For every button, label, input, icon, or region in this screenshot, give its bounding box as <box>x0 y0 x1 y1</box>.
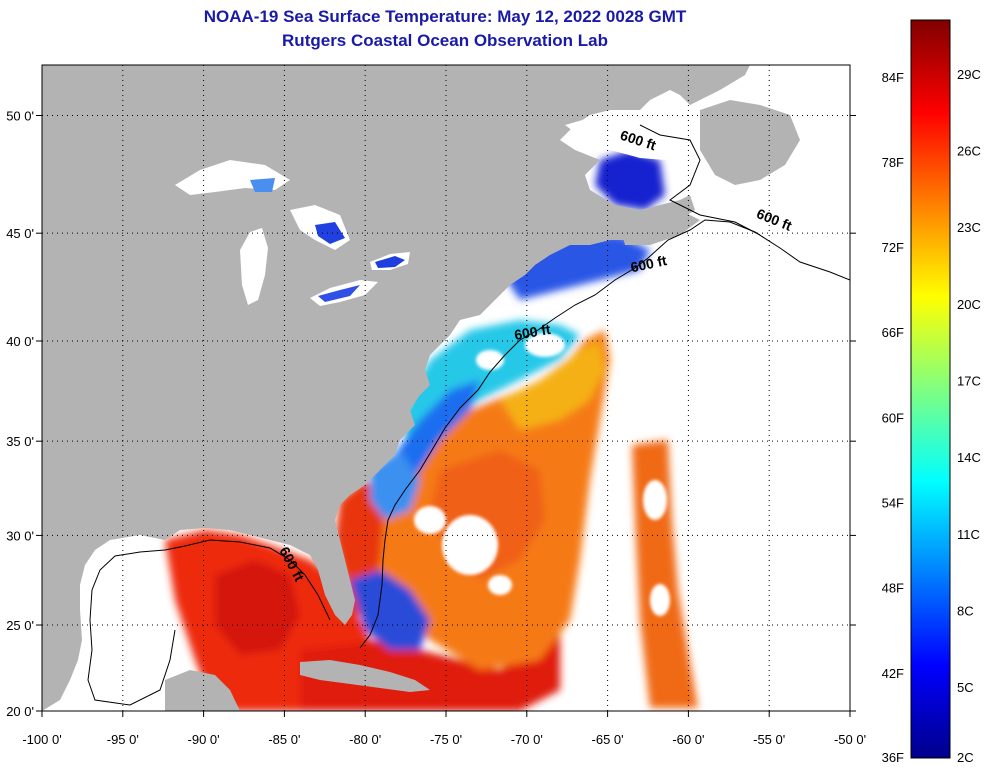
cloud-gap <box>476 350 504 370</box>
colorbar-f-label: 60F <box>882 410 904 425</box>
lon-tick-label: -90 0' <box>188 732 220 747</box>
bathymetry-600ft-contour <box>87 124 850 706</box>
colorbar-c-label: 20C <box>957 297 981 312</box>
lon-axis: -100 0' -95 0' -90 0' -85 0' -80 0' -75 0' -70… <box>22 711 866 747</box>
cloud-gap <box>488 575 512 595</box>
sst-st-lawrence-blue <box>595 150 665 210</box>
colorbar-f-label: 48F <box>882 581 904 596</box>
contour-label: 600 ft <box>629 252 668 275</box>
map-title: NOAA-19 Sea Surface Temperature: May 12,… <box>203 7 687 26</box>
cloud-gap <box>414 506 446 534</box>
lon-tick-label: -65 0' <box>592 732 624 747</box>
contour-label: 600 ft <box>513 321 552 343</box>
lon-tick-label: -55 0' <box>753 732 785 747</box>
contour-line <box>359 219 850 649</box>
colorbar-c-label: 17C <box>957 373 981 388</box>
colorbar: 36F 42F 48F 54F 60F 66F 72F 78F 84F 2C 5C 8C 11C 14C… <box>882 19 981 765</box>
colorbar-c-label: 26C <box>957 144 981 159</box>
lon-tick-label: -100 0' <box>22 732 61 747</box>
colorbar-f-labels: 36F 42F 48F 54F 60F 66F 72F 78F 84F <box>882 70 904 765</box>
lon-tick-label: -75 0' <box>430 732 462 747</box>
contour-line <box>87 539 331 706</box>
sst-sargasso-yellow <box>500 340 605 430</box>
colorbar-c-label: 2C <box>957 750 974 765</box>
lat-tick-label: 40 0' <box>6 334 34 349</box>
colorbar-c-label: 14C <box>957 450 981 465</box>
lon-tick-label: -70 0' <box>511 732 543 747</box>
colorbar-f-label: 66F <box>882 325 904 340</box>
lat-tick-label: 45 0' <box>6 226 34 241</box>
colorbar-f-label: 72F <box>882 240 904 255</box>
lon-tick-label: -60 0' <box>672 732 704 747</box>
lon-tick-label: -85 0' <box>268 732 300 747</box>
lat-tick-label: 25 0' <box>6 618 34 633</box>
lat-tick-label: 35 0' <box>6 434 34 449</box>
lon-tick-label: -95 0' <box>107 732 139 747</box>
cloud-gap <box>525 333 565 357</box>
colorbar-f-label: 78F <box>882 155 904 170</box>
lat-tick-label: 50 0' <box>6 108 34 123</box>
sst-bahamas-blue <box>350 570 430 650</box>
sst-lake-erie <box>318 285 360 302</box>
colorbar-f-label: 42F <box>882 666 904 681</box>
colorbar-c-label: 8C <box>957 603 974 618</box>
colorbar-c-label: 29C <box>957 67 981 82</box>
sst-caribbean <box>300 620 560 711</box>
colorbar-gradient <box>910 19 951 759</box>
nova-scotia-land <box>620 210 700 245</box>
lake-michigan <box>240 228 268 305</box>
cloud-gap <box>650 584 670 616</box>
lat-axis: 20 0' 25 0' 30 0' 35 0' 40 0' 45 0' 50 0' <box>6 108 856 719</box>
cloud-gap <box>643 480 667 520</box>
sst-gulf-warm-core <box>215 560 300 655</box>
lat-tick-label: 20 0' <box>6 704 34 719</box>
lon-tick-label: -80 0' <box>349 732 381 747</box>
north-america-land <box>42 65 750 711</box>
map-subtitle: Rutgers Coastal Ocean Observation Lab <box>282 31 608 50</box>
sst-lake-superior <box>250 178 275 192</box>
sst-lake-huron <box>315 222 345 244</box>
lat-tick-label: 30 0' <box>6 528 34 543</box>
gulf-of-st-lawrence <box>565 112 700 160</box>
colorbar-c-label: 5C <box>957 680 974 695</box>
colorbar-c-label: 11C <box>957 527 980 542</box>
colorbar-c-label: 23C <box>957 220 981 235</box>
sst-lake-ontario <box>375 256 405 268</box>
colorbar-f-label: 36F <box>882 750 904 765</box>
cloud-gap <box>442 515 498 575</box>
contour-line <box>639 124 761 236</box>
colorbar-c-labels: 2C 5C 8C 11C 14C 17C 20C 23C 26C 29C <box>957 67 981 765</box>
lon-tick-label: -50 0' <box>834 732 866 747</box>
colorbar-f-label: 54F <box>882 496 904 511</box>
yucatan-land <box>165 670 240 711</box>
newfoundland-land <box>700 100 800 185</box>
colorbar-f-label: 84F <box>882 70 904 85</box>
